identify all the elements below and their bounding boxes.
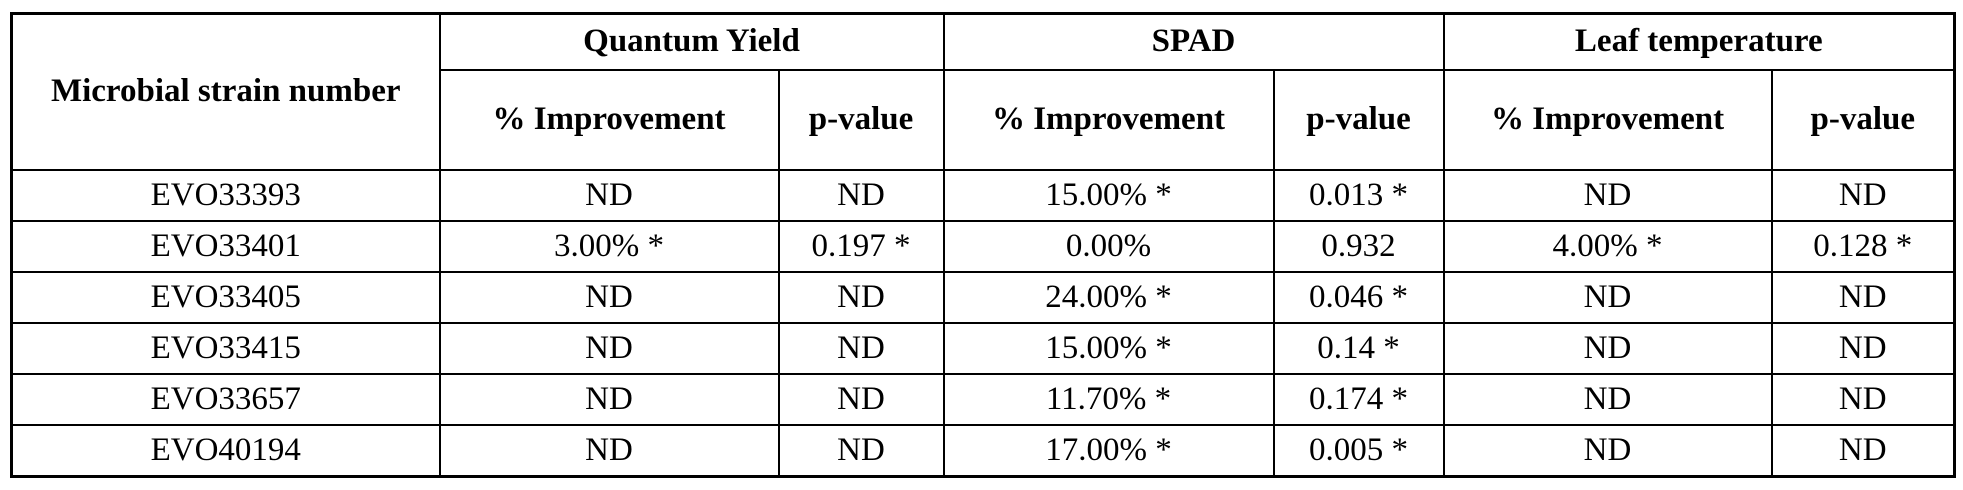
data-cell: ND: [1770, 373, 1956, 427]
strain-column-header: Microbial strain number: [10, 12, 441, 171]
group-header-spad: SPAD: [942, 12, 1445, 71]
table-row: EVO33401 3.00% * 0.197 * 0.00% 0.932 4.0…: [10, 219, 1956, 273]
strain-cell: EVO33657: [10, 373, 441, 427]
data-cell: 4.00% *: [1442, 219, 1773, 273]
data-cell: ND: [1442, 168, 1773, 222]
table-row: EVO33393 ND ND 15.00% * 0.013 * ND ND: [10, 168, 1956, 222]
data-cell: 0.00%: [942, 219, 1275, 273]
group-header-quantum-yield: Quantum Yield: [438, 12, 945, 71]
data-cell: 15.00% *: [942, 168, 1275, 222]
table-row: EVO33405 ND ND 24.00% * 0.046 * ND ND: [10, 270, 1956, 324]
data-cell: 24.00% *: [942, 270, 1275, 324]
data-cell: ND: [1442, 373, 1773, 427]
data-cell: ND: [1770, 321, 1956, 376]
data-cell: 0.174 *: [1272, 373, 1445, 427]
table-row: EVO33657 ND ND 11.70% * 0.174 * ND ND: [10, 373, 1956, 427]
data-cell: ND: [777, 424, 945, 478]
strain-cell: EVO33405: [10, 270, 441, 324]
data-cell: ND: [438, 321, 780, 376]
data-cell: 0.013 *: [1272, 168, 1445, 222]
subheader-pvalue: p-value: [777, 68, 945, 171]
header-row-groups: Microbial strain number Quantum Yield SP…: [10, 12, 1956, 171]
data-cell: ND: [1442, 424, 1773, 478]
data-cell: 0.005 *: [1272, 424, 1445, 478]
data-cell: ND: [1770, 168, 1956, 222]
strain-cell: EVO33401: [10, 219, 441, 273]
strain-cell: EVO33393: [10, 168, 441, 222]
strain-cell: EVO40194: [10, 424, 441, 478]
table-row: EVO33415 ND ND 15.00% * 0.14 * ND ND: [10, 321, 1956, 376]
data-cell: 0.14 *: [1272, 321, 1445, 376]
data-cell: ND: [438, 168, 780, 222]
data-cell: ND: [777, 373, 945, 427]
table-row: EVO40194 ND ND 17.00% * 0.005 * ND ND: [10, 424, 1956, 478]
strain-cell: EVO33415: [10, 321, 441, 376]
data-cell: 0.046 *: [1272, 270, 1445, 324]
subheader-pvalue: p-value: [1272, 68, 1445, 171]
data-cell: ND: [777, 321, 945, 376]
data-cell: 11.70% *: [942, 373, 1275, 427]
subheader-improvement: % Improvement: [438, 68, 780, 171]
data-cell: ND: [777, 168, 945, 222]
data-cell: ND: [1442, 321, 1773, 376]
header-row-subcolumns: % Improvement p-value % Improvement p-va…: [12, 68, 1956, 171]
data-cell: ND: [1770, 424, 1956, 478]
data-cell: 17.00% *: [942, 424, 1275, 478]
subheader-pvalue: p-value: [1770, 68, 1956, 171]
data-cell: ND: [1442, 270, 1773, 324]
data-cell: ND: [777, 270, 945, 324]
subheader-improvement: % Improvement: [1442, 68, 1773, 171]
data-cell: ND: [1770, 270, 1956, 324]
data-cell: ND: [438, 424, 780, 478]
results-table: Microbial strain number Quantum Yield SP…: [10, 12, 1957, 478]
data-cell: 0.932: [1272, 219, 1445, 273]
data-cell: 0.128 *: [1770, 219, 1956, 273]
data-cell: 3.00% *: [438, 219, 780, 273]
data-cell: ND: [438, 270, 780, 324]
data-cell: 15.00% *: [942, 321, 1275, 376]
group-header-leaf-temperature: Leaf temperature: [1442, 12, 1956, 71]
subheader-improvement: % Improvement: [942, 68, 1275, 171]
data-cell: ND: [438, 373, 780, 427]
data-cell: 0.197 *: [777, 219, 945, 273]
